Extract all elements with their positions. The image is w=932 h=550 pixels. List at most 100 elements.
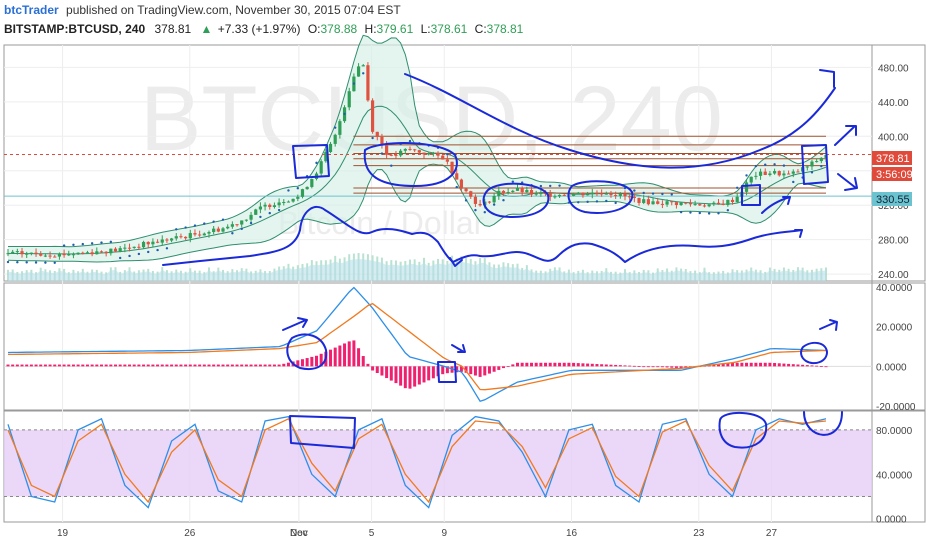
candle-body [651, 201, 655, 205]
macd-histogram-bar [319, 353, 323, 367]
sar-dot [810, 171, 814, 174]
macd-tick-label: 0.0000 [876, 362, 907, 373]
candle-body [132, 246, 136, 248]
candle-body [815, 161, 819, 163]
annotation-macd-oval-3 [800, 341, 828, 365]
candle-body [230, 224, 234, 227]
sar-dot [249, 221, 253, 225]
macd-histogram-bar [380, 366, 384, 376]
macd-histogram-bar [212, 364, 216, 367]
candle-body [48, 255, 52, 257]
candle-body [399, 150, 403, 156]
candle-body [656, 201, 660, 204]
macd-pane [3, 282, 926, 411]
sar-dot [390, 164, 393, 167]
candle-body [123, 247, 127, 249]
sar-dot [586, 200, 589, 204]
macd-histogram-bar [740, 362, 744, 367]
sar-dot [679, 210, 683, 214]
candle-body [118, 248, 122, 252]
candle-body [370, 100, 375, 132]
sar-dot [380, 152, 384, 155]
annotation-box-rise [741, 184, 761, 206]
candle-body [506, 192, 510, 194]
macd-histogram-bar [572, 362, 576, 367]
candle-body [511, 190, 515, 193]
candle-body [235, 224, 239, 226]
macd-histogram-bar [329, 349, 333, 367]
candle-body [543, 193, 548, 195]
last-price-label: 378.81 [154, 22, 191, 36]
high-value: 379.61 [377, 22, 414, 36]
macd-histogram-bar [642, 366, 646, 368]
macd-histogram-bar [787, 363, 791, 367]
macd-histogram-bar [39, 364, 43, 367]
candle-body [581, 192, 585, 196]
sar-dot [109, 240, 113, 244]
candle-body [76, 252, 80, 255]
candle-body [15, 251, 19, 253]
candle-body [548, 193, 552, 197]
candle-body [665, 201, 669, 205]
sar-dot [698, 211, 701, 215]
sar-dot [726, 209, 730, 212]
sar-dot [184, 226, 187, 229]
candle-body [791, 171, 795, 174]
sar-dot [343, 112, 346, 116]
macd-histogram-bar [515, 362, 519, 367]
sar-dot [212, 220, 215, 223]
sar-dot [464, 199, 468, 202]
macd-histogram-bar [184, 364, 188, 367]
macd-histogram-bar [796, 364, 800, 367]
annotation-oval-plateau [363, 142, 458, 187]
macd-histogram-bar [109, 364, 113, 367]
macd-histogram-bar [272, 364, 276, 367]
candle-body [249, 214, 253, 220]
sar-dot [362, 72, 365, 75]
macd-histogram-bar [632, 365, 636, 367]
sar-dot [128, 254, 131, 258]
sar-dot [147, 250, 150, 254]
macd-histogram-bar [754, 362, 758, 367]
sar-dot [577, 201, 580, 204]
bb-lower [7, 163, 827, 263]
candle-body [300, 189, 305, 197]
candle-body [730, 199, 735, 203]
macd-histogram-bar [34, 364, 38, 367]
macd-histogram-bar [170, 364, 174, 367]
macd-histogram-bar [352, 340, 356, 367]
annotation-macd-arrow-2 [451, 344, 466, 353]
candle-body [571, 193, 576, 196]
time-tick-label: 9 [441, 528, 447, 539]
candle-body [679, 202, 683, 206]
candle-body [590, 192, 594, 195]
candle-body [29, 252, 33, 254]
sar-dot [595, 200, 599, 203]
macd-histogram-bar [179, 364, 183, 367]
macd-histogram-bar [712, 364, 716, 367]
candle-body [174, 236, 178, 239]
author-link[interactable]: btcTrader [4, 3, 59, 17]
open-value: 378.88 [321, 22, 358, 36]
low-label: L: [421, 22, 431, 36]
candle-body [90, 252, 94, 255]
sar-dot [735, 186, 739, 190]
candle-body [151, 241, 155, 245]
candle-body [212, 228, 216, 233]
sar-dot [156, 248, 159, 252]
candle-body [380, 136, 384, 146]
sar-dot [334, 126, 337, 129]
sar-dot [221, 218, 225, 221]
sar-dot [16, 260, 19, 264]
candle-body [529, 190, 534, 195]
sar-dot [502, 199, 505, 202]
candle-body [254, 209, 258, 215]
stoch-d-line [7, 417, 827, 504]
annotation-arrow-right-up [834, 125, 857, 146]
candle-body [553, 196, 557, 198]
bb-middle [7, 105, 827, 255]
candle-body [674, 202, 679, 206]
sar-dot [203, 222, 206, 225]
macd-histogram-bar [408, 366, 412, 389]
candle-body [272, 205, 277, 207]
